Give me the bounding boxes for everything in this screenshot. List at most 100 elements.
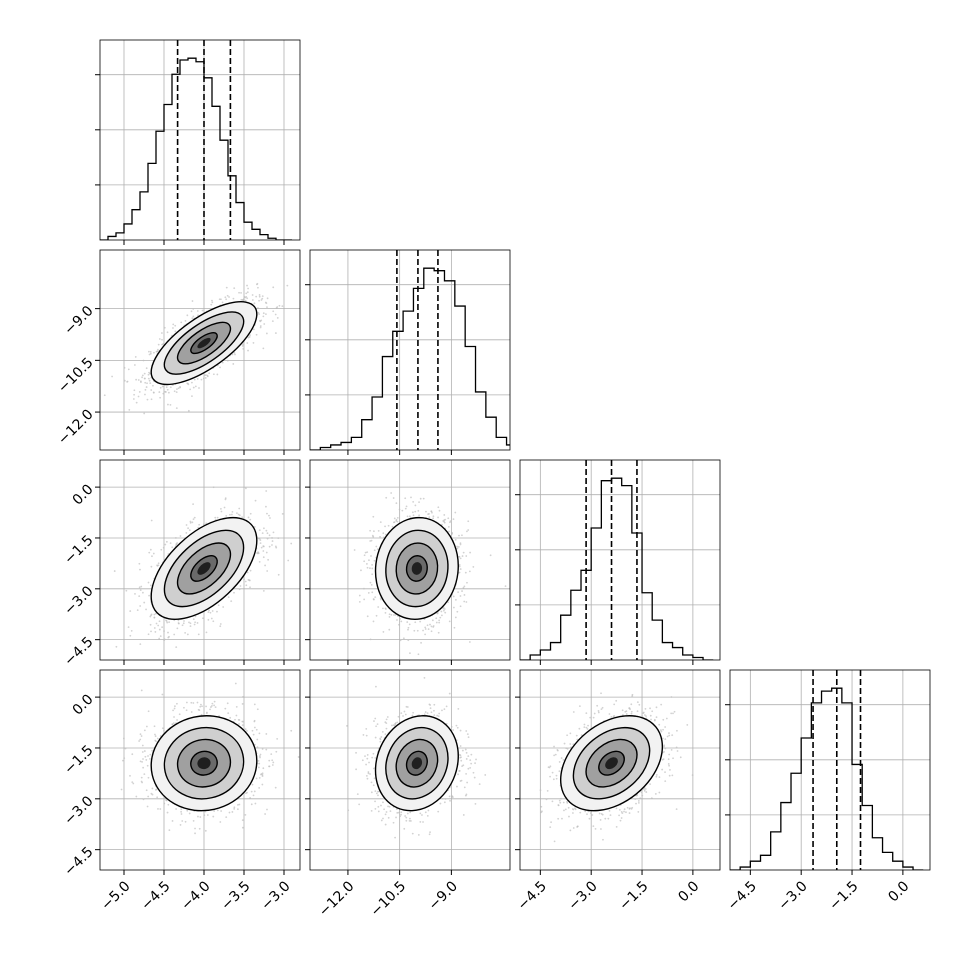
scatter-point bbox=[159, 620, 161, 622]
scatter-point bbox=[261, 547, 263, 549]
scatter-point bbox=[393, 614, 395, 616]
scatter-point bbox=[250, 570, 252, 572]
scatter-point bbox=[444, 522, 446, 524]
scatter-point bbox=[431, 630, 433, 632]
scatter-point bbox=[174, 330, 176, 332]
scatter-point bbox=[429, 624, 431, 626]
scatter-point bbox=[240, 585, 242, 587]
scatter-point bbox=[431, 512, 433, 514]
scatter-point bbox=[252, 294, 254, 296]
scatter-point bbox=[368, 592, 370, 594]
scatter-point bbox=[161, 344, 163, 346]
scatter-point bbox=[459, 566, 461, 568]
scatter-point bbox=[182, 624, 184, 626]
scatter-point bbox=[367, 567, 369, 569]
scatter-point bbox=[396, 619, 398, 621]
scatter-point bbox=[191, 382, 193, 384]
scatter-point bbox=[250, 513, 252, 515]
scatter-point bbox=[412, 501, 414, 503]
scatter-point bbox=[159, 397, 161, 399]
scatter-point bbox=[220, 623, 222, 625]
scatter-point bbox=[417, 510, 419, 512]
scatter-point bbox=[430, 510, 432, 512]
scatter-point bbox=[247, 579, 249, 581]
scatter-point bbox=[232, 363, 234, 365]
scatter-point bbox=[259, 539, 261, 541]
scatter-point bbox=[191, 395, 193, 397]
scatter-point bbox=[260, 320, 262, 322]
scatter-point bbox=[242, 345, 244, 347]
scatter-point bbox=[405, 508, 407, 510]
scatter-point bbox=[128, 409, 130, 411]
scatter-point bbox=[263, 556, 265, 558]
scatter-point bbox=[192, 503, 194, 505]
scatter-point bbox=[257, 551, 259, 553]
scatter-point bbox=[370, 638, 372, 640]
axis-ticks-3-3 bbox=[750, 870, 903, 875]
scatter-point bbox=[234, 354, 236, 356]
histogram-3 bbox=[730, 670, 923, 870]
scatter-point bbox=[144, 394, 146, 396]
scatter-point bbox=[142, 592, 144, 594]
scatter-point bbox=[218, 604, 220, 606]
scatter-point bbox=[418, 653, 420, 655]
scatter-point bbox=[272, 540, 274, 542]
scatter-point bbox=[131, 630, 133, 632]
scatter-point bbox=[453, 596, 455, 598]
scatter-point bbox=[246, 285, 248, 287]
scatter-point bbox=[197, 310, 199, 312]
scatter-point bbox=[461, 534, 463, 536]
scatter-point bbox=[161, 332, 163, 334]
scatter-point bbox=[149, 382, 151, 384]
scatter-point bbox=[374, 560, 376, 562]
scatter-point bbox=[441, 614, 443, 616]
scatter-point bbox=[138, 595, 140, 597]
scatter-point bbox=[111, 376, 113, 378]
scatter-point bbox=[369, 567, 371, 569]
scatter-point bbox=[205, 377, 207, 379]
scatter-point bbox=[185, 320, 187, 322]
scatter-point bbox=[412, 511, 414, 513]
scatter-point bbox=[192, 315, 194, 317]
scatter-point bbox=[236, 512, 238, 514]
scatter-point bbox=[388, 525, 390, 527]
scatter-point bbox=[197, 622, 199, 624]
scatter-point bbox=[271, 537, 273, 539]
scatter-point bbox=[354, 549, 356, 551]
scatter-point bbox=[436, 622, 438, 624]
scatter-point bbox=[240, 292, 242, 294]
scatter-point bbox=[203, 523, 205, 525]
scatter-point bbox=[254, 302, 256, 304]
scatter-point bbox=[263, 546, 265, 548]
scatter-point bbox=[153, 392, 155, 394]
scatter-point bbox=[167, 389, 169, 391]
scatter-point bbox=[360, 569, 362, 571]
scatter-point bbox=[154, 627, 156, 629]
scatter-point bbox=[440, 611, 442, 613]
scatter-point bbox=[469, 641, 471, 643]
scatter-point bbox=[134, 593, 136, 595]
scatter-point bbox=[247, 288, 249, 290]
scatter-point bbox=[168, 621, 170, 623]
scatter-point bbox=[373, 599, 375, 601]
scatter-point bbox=[175, 646, 177, 648]
panel-frame bbox=[520, 460, 720, 660]
scatter-point bbox=[458, 535, 460, 537]
scatter-point bbox=[290, 543, 292, 545]
scatter-point bbox=[229, 514, 231, 516]
scatter-point bbox=[428, 516, 430, 518]
scatter-point bbox=[459, 556, 461, 558]
scatter-point bbox=[407, 639, 409, 641]
scatter-point bbox=[213, 486, 215, 488]
scatter-point bbox=[150, 630, 152, 632]
scatter-point bbox=[145, 389, 147, 391]
scatter-point bbox=[263, 312, 265, 314]
scatter-point bbox=[398, 624, 400, 626]
scatter-point bbox=[410, 497, 412, 499]
scatter-point bbox=[287, 560, 289, 562]
scatter-point bbox=[460, 605, 462, 607]
scatter-point bbox=[239, 588, 241, 590]
scatter-point bbox=[227, 360, 229, 362]
panel-frame bbox=[310, 250, 510, 450]
scatter-point bbox=[427, 513, 429, 515]
